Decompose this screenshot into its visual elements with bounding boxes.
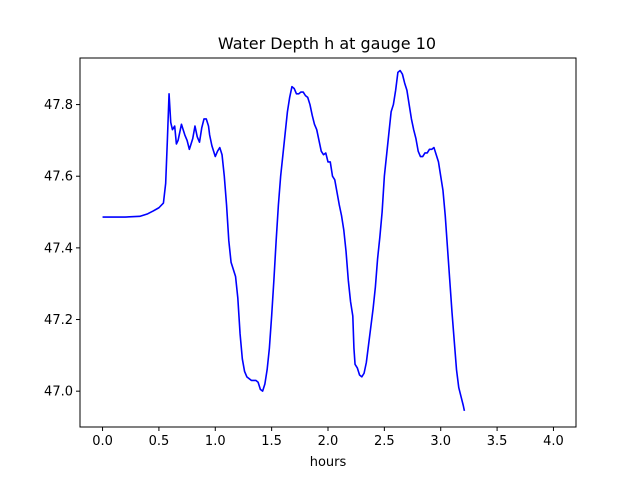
y-tick-label: 47.8 (44, 98, 73, 113)
x-tick-label: 1.0 (205, 434, 226, 449)
axis-ticks: 0.0 0.5 1.0 1.5 2.0 2.5 3.0 3.5 4.0 47.0 47.2 47.4 4… (44, 98, 564, 449)
x-tick-label: 3.0 (430, 434, 451, 449)
y-tick-label: 47.6 (44, 170, 73, 185)
x-tick-label: 4.0 (543, 434, 564, 449)
y-tick-label: 47.4 (44, 241, 73, 256)
plot-frame (79, 57, 577, 428)
x-tick-label: 2.0 (318, 434, 339, 449)
x-axis-label: hours (310, 455, 347, 470)
plot-area (79, 57, 577, 428)
x-tick-label: 1.5 (261, 434, 282, 449)
y-tick-label: 47.2 (44, 313, 73, 328)
x-tick-label: 0.5 (149, 434, 170, 449)
series-line-1 (102, 69, 466, 412)
x-tick-label: 2.5 (374, 434, 395, 449)
y-tick-label: 47.0 (44, 385, 73, 400)
chart-title: Water Depth h at gauge 10 (218, 34, 436, 53)
x-tick-label: 3.5 (487, 434, 508, 449)
x-tick-label: 0.0 (92, 434, 113, 449)
